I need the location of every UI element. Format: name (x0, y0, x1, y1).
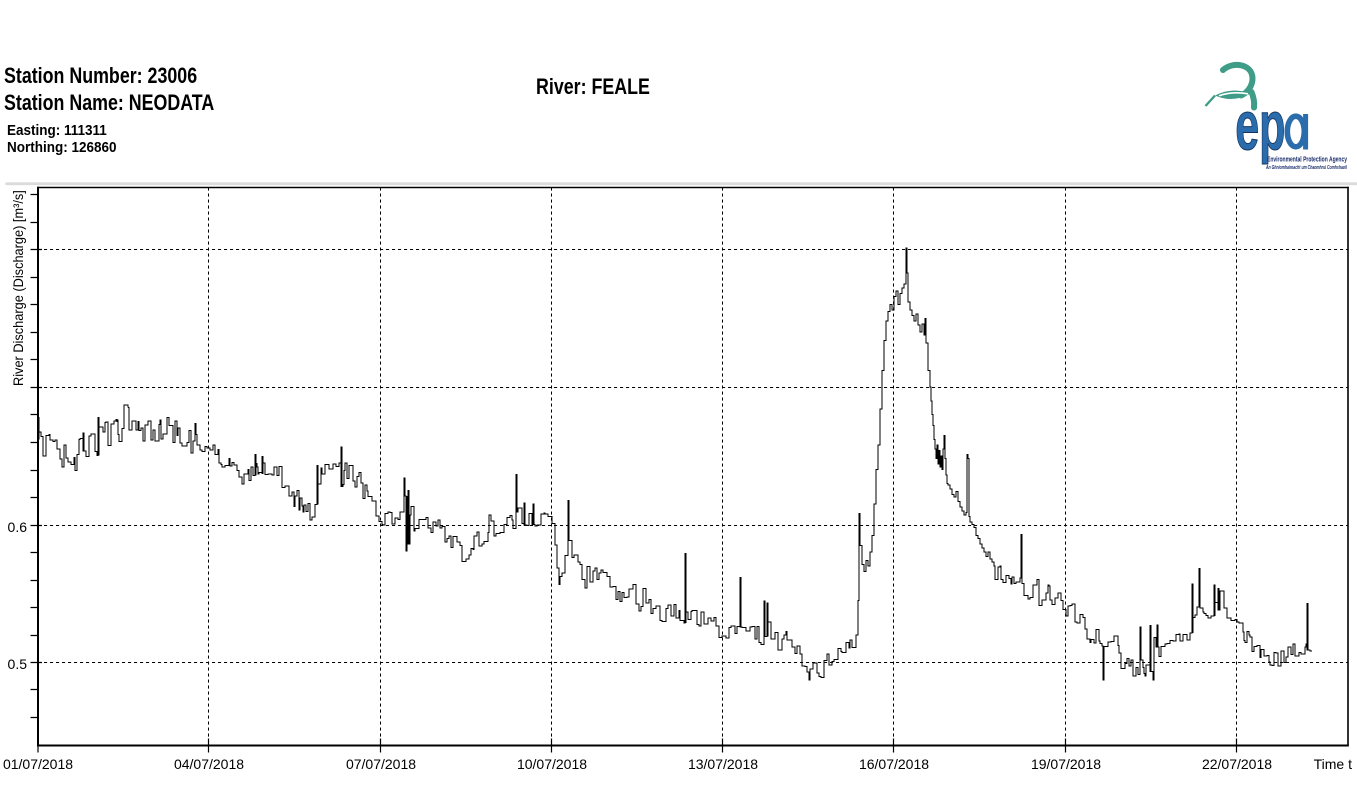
svg-text:An Ghníomhaireacht um Chaomhnú: An Ghníomhaireacht um Chaomhnú Comhshaoi… (1265, 165, 1347, 171)
svg-text:ep: ep (1235, 87, 1285, 165)
svg-text:Environmental Protection Agenc: Environmental Protection Agency (1267, 157, 1347, 164)
